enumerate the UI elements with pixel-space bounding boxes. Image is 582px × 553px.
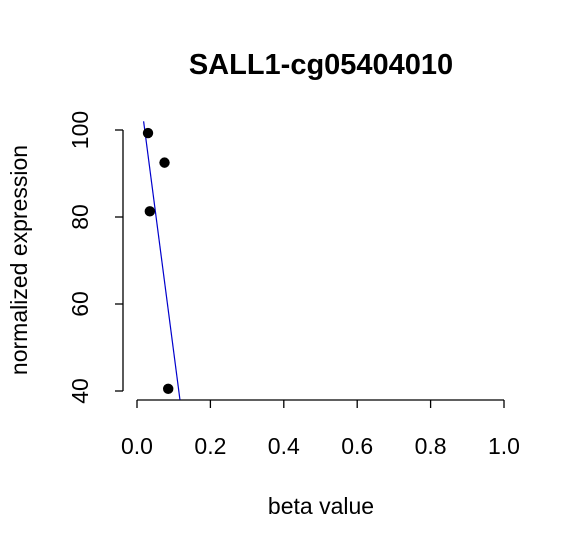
data-point-2 — [144, 206, 156, 217]
data-point-1 — [159, 157, 170, 168]
x-tick-label-3: 0.6 — [341, 433, 373, 459]
y-tick-label-2: 80 — [67, 204, 93, 230]
y-tick-label-3: 100 — [67, 111, 93, 149]
x-axis-ticks: 0.0 0.2 0.4 0.6 0.8 1.0 — [121, 400, 520, 459]
x-axis-label: beta value — [268, 493, 374, 519]
x-tick-label-2: 0.4 — [268, 433, 300, 459]
x-tick-label-1: 0.2 — [194, 433, 226, 459]
x-tick-label-5: 1.0 — [488, 433, 520, 459]
data-point-3 — [162, 383, 174, 395]
y-axis-label: normalized expression — [6, 145, 32, 375]
y-tick-label-1: 60 — [67, 291, 93, 317]
chart-title: SALL1-cg05404010 — [189, 49, 453, 81]
y-tick-label-0: 40 — [67, 378, 93, 404]
data-point-0 — [142, 127, 154, 139]
x-tick-label-4: 0.8 — [415, 433, 447, 459]
x-tick-label-0: 0.0 — [121, 433, 153, 459]
y-axis-ticks: 40 60 80 100 — [67, 111, 123, 404]
regression-line-group — [143, 121, 181, 400]
regression-line — [143, 121, 181, 400]
data-points — [142, 127, 174, 395]
